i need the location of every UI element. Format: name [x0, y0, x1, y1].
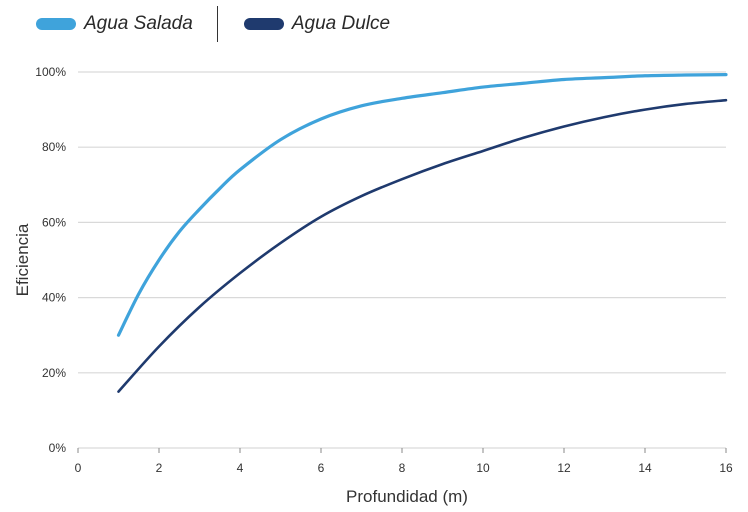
y-tick-label: 0%: [49, 441, 67, 455]
series-line-agua-salada[interactable]: [116, 73, 728, 337]
x-tick-label: 0: [75, 461, 82, 475]
legend-item-agua-dulce[interactable]: Agua Dulce: [243, 13, 391, 35]
x-tick-label: 12: [557, 461, 571, 475]
y-tick-label: 40%: [42, 291, 66, 305]
legend: Agua Salada Agua Dulce: [36, 6, 390, 42]
x-tick-label: 16: [719, 461, 733, 475]
series-line-agua-dulce[interactable]: [117, 98, 728, 393]
x-axis-title: Profundidad (m): [346, 487, 468, 506]
x-tick-label: 10: [476, 461, 490, 475]
y-tick-label: 80%: [42, 140, 66, 154]
legend-divider: [216, 6, 218, 42]
legend-label-agua-salada: Agua Salada: [84, 13, 193, 34]
legend-swatch-agua-dulce: [243, 18, 284, 30]
gridlines: [78, 71, 726, 449]
x-tick-label: 2: [156, 461, 163, 475]
legend-label-agua-dulce: Agua Dulce: [291, 13, 391, 34]
y-tick-label: 20%: [42, 366, 66, 380]
y-tick-label: 60%: [42, 215, 66, 229]
y-tick-label: 100%: [35, 65, 66, 79]
x-tick-label: 8: [399, 461, 406, 475]
x-tick-label: 14: [638, 461, 652, 475]
x-tick-label: 6: [318, 461, 325, 475]
legend-swatch-agua-salada: [36, 18, 76, 30]
series-lines: [116, 73, 728, 393]
x-axis-ticks: 0 2 4 6 8 10 12 14 16: [75, 448, 733, 475]
legend-item-agua-salada[interactable]: Agua Salada: [36, 13, 193, 35]
y-axis-title: Eficiencia: [13, 223, 32, 296]
y-axis-ticks: 0% 20% 40% 60% 80% 100%: [35, 65, 66, 455]
x-tick-label: 4: [237, 461, 244, 475]
